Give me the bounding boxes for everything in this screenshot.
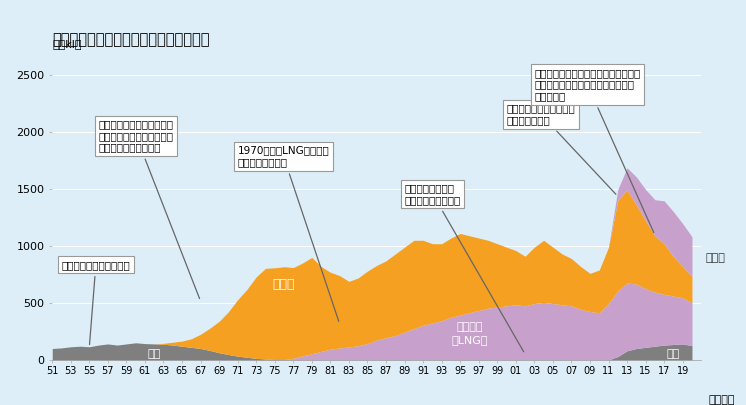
Text: 関西電力の燃料消費量推移（重油換算）: 関西電力の燃料消費量推移（重油換算） bbox=[52, 32, 210, 47]
Text: 石油系: 石油系 bbox=[273, 277, 295, 290]
Text: 石炭: 石炭 bbox=[667, 349, 680, 359]
Text: 創業当初は国内炭中心。: 創業当初は国内炭中心。 bbox=[61, 260, 131, 345]
Text: 1970年代にLNGを導入。
徐々に比率を拡大: 1970年代にLNGを導入。 徐々に比率を拡大 bbox=[238, 145, 339, 321]
Text: 天然ガス
（LNG）: 天然ガス （LNG） bbox=[451, 322, 488, 345]
Text: （万kl）: （万kl） bbox=[52, 39, 82, 49]
Text: 海外炭を使用する
舞鶴発電所が運開。: 海外炭を使用する 舞鶴発電所が運開。 bbox=[404, 183, 524, 352]
Text: 国内炭の採算悪化により、
石炭火力は廃止。石油火力
が火力発電の中心に。: 国内炭の採算悪化により、 石炭火力は廃止。石油火力 が火力発電の中心に。 bbox=[98, 119, 200, 298]
Text: （年度）: （年度） bbox=[709, 394, 735, 405]
Text: その他: その他 bbox=[706, 253, 726, 263]
Text: 原子力再稼働や再生可能エネルギーの
普及に伴い、石油火力の稼働機会は
大きく減少: 原子力再稼働や再生可能エネルギーの 普及に伴い、石油火力の稼働機会は 大きく減少 bbox=[534, 68, 653, 232]
Text: 石炭: 石炭 bbox=[148, 349, 161, 359]
Text: 震災以降、燃料消費量が
飛躍的に増加。: 震災以降、燃料消費量が 飛躍的に増加。 bbox=[507, 103, 616, 194]
